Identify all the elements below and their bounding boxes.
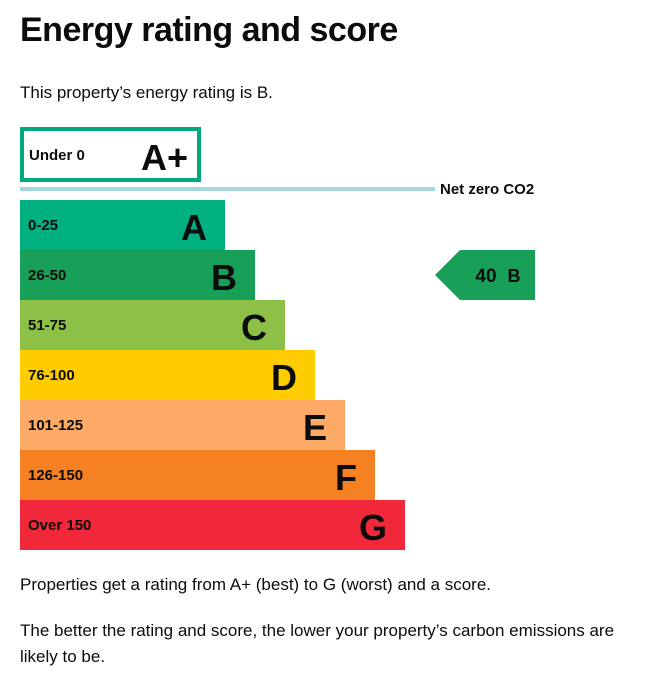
band-c-range: 51-75 <box>28 317 66 334</box>
carbon-explanation: The better the rating and score, the low… <box>20 621 615 666</box>
band-a-bar <box>20 200 225 250</box>
current-rating-score: 40 <box>475 266 496 287</box>
band-d-bar <box>20 350 315 400</box>
band-b-range: 26-50 <box>28 267 66 284</box>
band-d-letter: D <box>271 357 297 398</box>
band-d-range: 76-100 <box>28 367 75 384</box>
net-zero-label: Net zero CO2 <box>440 181 534 198</box>
band-a-letter: A <box>181 207 207 248</box>
energy-rating-chart: Under 0 A+ Net zero CO2 0-25 A 26-50 B 51-75 C 76… <box>20 127 535 550</box>
band-a-plus-range: Under 0 <box>29 147 85 164</box>
band-e-bar <box>20 400 345 450</box>
band-c-letter: C <box>241 307 267 348</box>
band-g-range: Over 150 <box>28 517 91 534</box>
band-f-letter: F <box>335 457 357 498</box>
band-a-plus-letter: A+ <box>141 137 188 178</box>
band-a-plus-box <box>20 127 201 182</box>
band-b-bar <box>20 250 255 300</box>
band-a-range: 0-25 <box>28 217 58 234</box>
page-title: Energy rating and score <box>20 11 398 49</box>
current-rating-band: B <box>508 266 521 286</box>
band-e-range: 101-125 <box>28 417 83 434</box>
net-zero-line <box>20 187 435 191</box>
rating-explanation: Properties get a rating from A+ (best) t… <box>20 575 492 594</box>
band-f-range: 126-150 <box>28 467 83 484</box>
band-f-bar <box>20 450 375 500</box>
band-g-bar <box>20 500 405 550</box>
band-e-letter: E <box>303 407 327 448</box>
band-b-letter: B <box>211 257 237 298</box>
band-c-bar <box>20 300 285 350</box>
band-g-letter: G <box>359 507 387 548</box>
rating-summary: This property’s energy rating is B. <box>20 83 273 102</box>
current-rating-arrow <box>435 250 535 300</box>
